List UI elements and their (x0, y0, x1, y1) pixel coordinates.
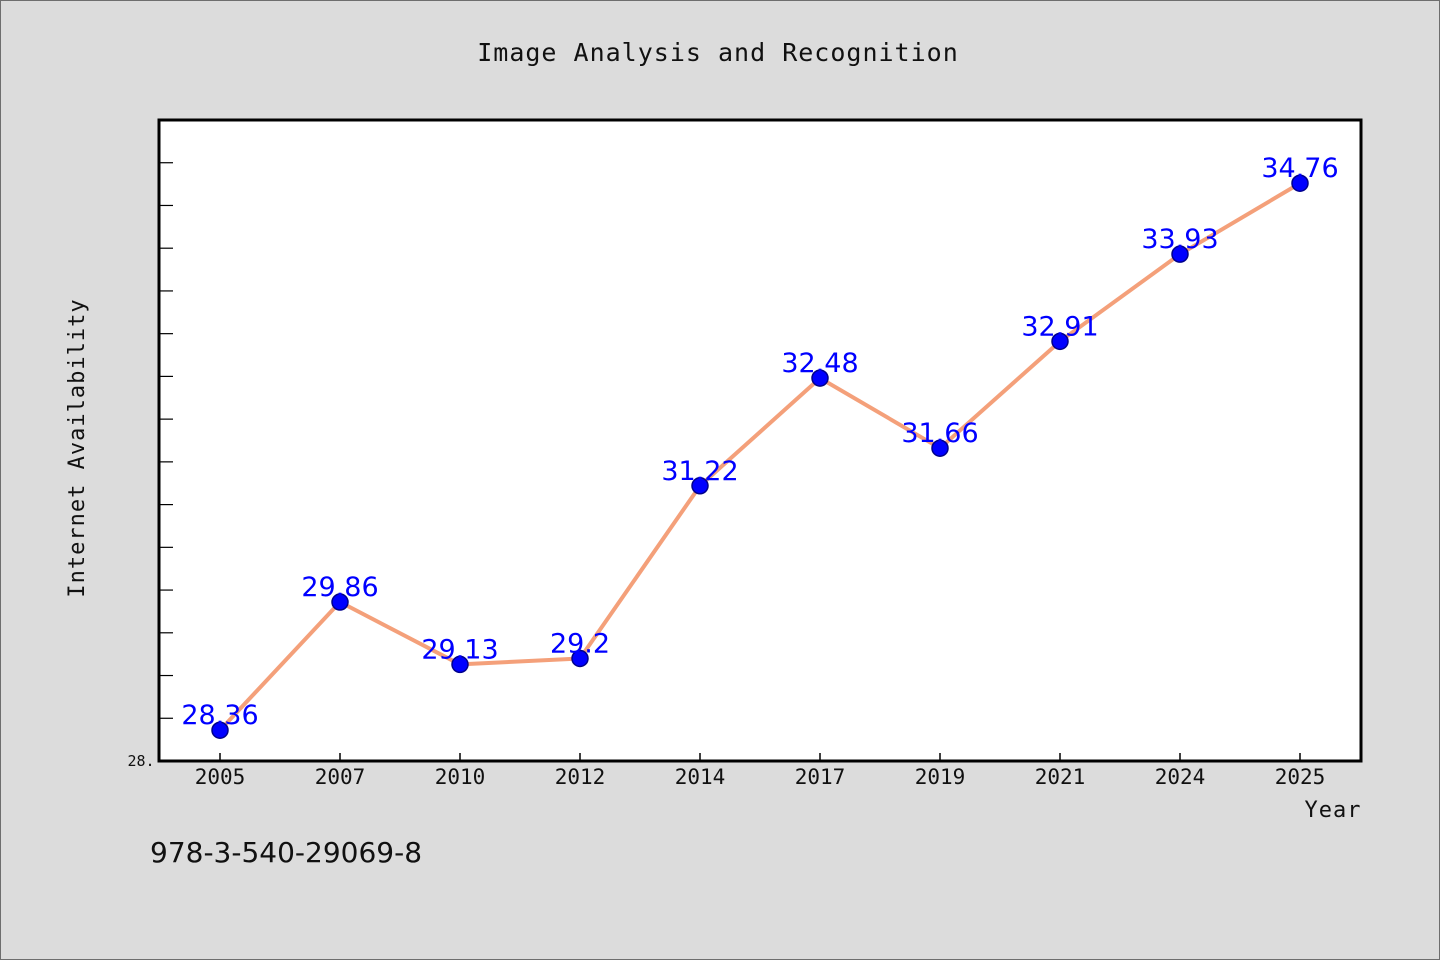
data-labels: 28.36 29.86 29.13 29.2 31.22 32.48 31.66 32.91 3… (181, 153, 1338, 731)
x-tick-label: 2017 (795, 765, 846, 789)
data-label: 33.93 (1141, 224, 1218, 255)
x-axis-title: Year (1305, 798, 1362, 823)
data-label: 32.91 (1021, 311, 1098, 342)
x-axis-ticks: 2005 2007 2010 2012 2014 2017 2019 2021 2024 2025 (195, 753, 1326, 789)
x-tick-label: 2014 (675, 765, 726, 789)
x-tick-label: 2007 (315, 765, 366, 789)
y-axis-title: Internet Availability (65, 298, 90, 597)
data-label: 31.66 (901, 418, 978, 449)
data-point (451, 655, 469, 674)
data-label: 29.86 (301, 572, 378, 603)
x-tick-label: 2012 (555, 765, 606, 789)
data-point (931, 439, 949, 457)
y-tick-label: 28. (127, 752, 154, 770)
data-label: 31.22 (661, 456, 738, 487)
data-point (1171, 245, 1189, 263)
chart-title: Image Analysis and Recognition (477, 38, 959, 67)
data-point (211, 721, 229, 739)
data-point (571, 649, 589, 668)
x-tick-label: 2025 (1275, 765, 1326, 789)
data-point (1051, 332, 1069, 351)
data-label: 29.2 (550, 628, 610, 659)
x-tick-label: 2019 (915, 765, 966, 789)
x-tick-label: 2005 (195, 765, 246, 789)
series-line (218, 181, 1302, 732)
isbn-label: 978-3-540-29069-8 (150, 836, 422, 869)
series-layer (211, 174, 1309, 739)
data-label: 28.36 (181, 700, 258, 731)
x-tick-label: 2021 (1035, 765, 1086, 789)
data-point (331, 593, 349, 611)
data-point (1291, 174, 1309, 192)
x-tick-label: 2024 (1155, 765, 1206, 789)
x-tick-label: 2010 (435, 765, 486, 789)
plot-area (157, 118, 1363, 763)
data-point (691, 477, 709, 495)
y-axis-ticks (159, 162, 173, 762)
data-label: 34.76 (1261, 153, 1338, 184)
data-point (811, 369, 829, 387)
data-label: 32.48 (781, 348, 858, 379)
data-label: 29.13 (421, 634, 498, 665)
